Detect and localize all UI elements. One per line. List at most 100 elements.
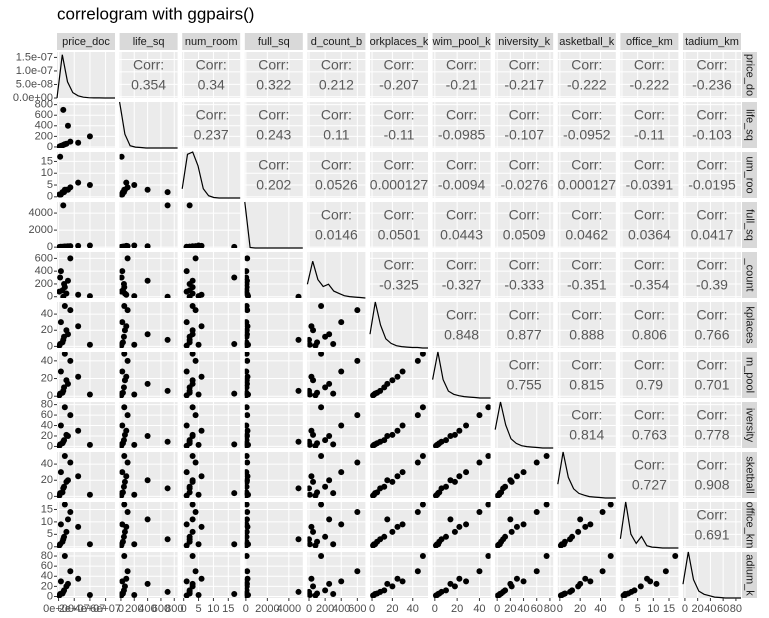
point [57,288,63,295]
corr-label: Corr: [696,457,727,473]
corr-label: Corr: [634,57,665,73]
x-tick-label: 0 [306,603,312,615]
point [198,575,205,582]
panel-clip [57,255,93,298]
strip-clip: num_room [185,36,238,48]
y-tick-label: 40 [41,355,53,367]
point [164,202,171,209]
point [63,528,70,535]
point [57,243,63,248]
y-tick-label: 0 [47,390,53,402]
point [370,442,377,448]
point [244,528,250,535]
point [419,453,426,460]
point [244,404,250,411]
corr-label: Corr: [509,207,540,223]
point [310,583,317,590]
point [164,189,171,196]
point [75,523,82,530]
density-line [432,351,491,399]
panel [57,202,115,248]
corr-value: 0.0509 [503,227,546,243]
point [123,473,130,480]
point [164,387,171,394]
point [310,528,317,535]
point [463,578,470,585]
corr-label: Corr: [696,207,727,223]
point [186,336,193,343]
point [295,438,302,445]
panel-clip [495,553,550,598]
point [312,542,319,548]
panel [244,402,303,448]
corr-label: Corr: [446,157,477,173]
point [295,293,302,298]
point [389,528,396,535]
x-tick-label: 0 [369,603,375,615]
point [183,422,190,429]
point [61,404,68,411]
point [244,553,250,560]
corr-label: Corr: [383,57,414,73]
panel-clip [57,352,93,398]
panel [495,152,554,198]
panel-clip [57,106,93,148]
point [231,490,238,497]
corr-value: -0.222 [630,77,670,93]
corr-label: Corr: [696,57,727,73]
point [64,580,71,587]
panel-clip [244,453,302,498]
chart-title: correlogram with ggpairs() [57,4,254,23]
panel [370,102,428,148]
strip-label: kplaces [744,306,756,344]
y-tick-label: 15 [41,155,53,167]
strip-clip: tadium_km [685,36,739,48]
density-line [181,151,241,199]
point [354,412,361,419]
y-tick-label: 80 [41,399,53,411]
point [370,392,377,398]
point [67,508,74,515]
point [447,477,454,484]
corr-label: Corr: [509,57,540,73]
point [189,453,196,460]
point [57,143,63,148]
point [456,473,463,480]
corr-label: Corr: [696,407,727,423]
strip-label: sketball [744,456,756,493]
point [189,404,196,411]
corr-value: 0.766 [694,327,729,343]
strip-clip: office_km [626,36,673,48]
strip-label: wim_pool_k [432,36,492,48]
panel [370,202,428,248]
point [189,331,196,338]
strip-clip: orkplaces_k [370,36,428,48]
point [384,580,391,587]
point [244,502,250,508]
point [414,412,421,419]
point [60,106,67,113]
panel [557,252,616,298]
corr-value: 0.778 [694,427,729,443]
point [495,492,501,498]
point [57,319,64,326]
point [295,485,302,492]
x-tick-label: 400 [138,603,156,615]
point [183,268,190,275]
point [244,277,250,284]
x-tick-label: 0 [118,603,124,615]
point [67,307,74,314]
point [318,404,325,411]
y-tick-label: 20 [41,430,53,442]
point [123,523,130,530]
panel-clip [183,404,238,448]
density-line [56,54,115,99]
point [507,477,514,484]
panel [244,552,303,598]
panel [182,152,241,198]
point [64,516,71,523]
corr-label: Corr: [509,307,540,323]
corr-value: -0.39 [696,277,728,293]
corr-value: 0.212 [319,77,354,93]
point [312,492,319,498]
